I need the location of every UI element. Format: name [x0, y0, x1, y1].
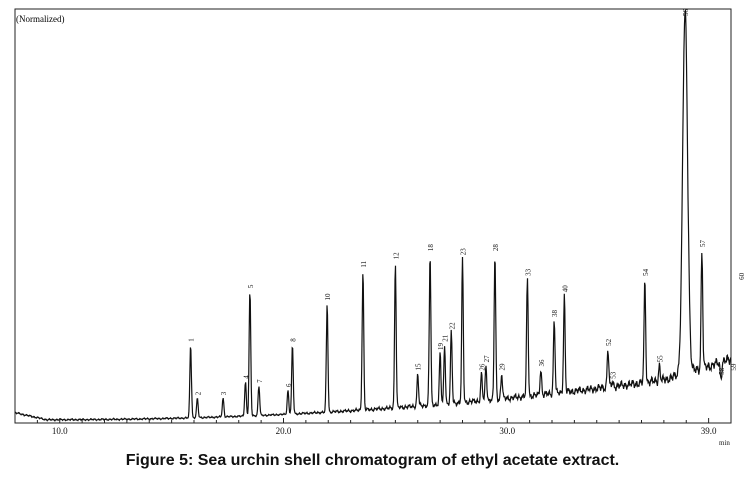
- peak-label: 11: [360, 260, 368, 267]
- peak-label: 58: [718, 367, 726, 375]
- peak-label: 60: [738, 272, 745, 280]
- peak-label: 33: [524, 268, 532, 276]
- chromatogram-trace: [14, 9, 732, 422]
- peak-label: 57: [699, 239, 707, 247]
- peak-label: 52: [605, 338, 613, 346]
- peak-label: 56: [682, 9, 690, 17]
- peak-label: 26: [479, 363, 487, 371]
- peak-label: 2: [194, 391, 202, 395]
- peak-label: 4: [242, 375, 250, 379]
- peak-label: 12: [392, 252, 400, 260]
- peak-label: 38: [551, 310, 559, 318]
- peak-label: 59: [730, 363, 738, 371]
- peak-label: 22: [448, 322, 456, 330]
- x-axis-label: min: [719, 439, 730, 447]
- peak-label: 27: [483, 355, 491, 363]
- peak-label: 7: [256, 379, 264, 383]
- x-tick-label: 30.0: [499, 426, 515, 436]
- peak-label: 5: [247, 284, 255, 288]
- peak-label: 28: [492, 244, 500, 252]
- peak-label: 53: [609, 371, 617, 379]
- peak-label: 36: [538, 359, 546, 367]
- x-tick-label: 10.0: [52, 426, 68, 436]
- peak-label: 40: [561, 285, 569, 293]
- x-tick-label: 39.0: [701, 426, 717, 436]
- plot-frame: [14, 8, 732, 424]
- peak-label: 23: [460, 248, 468, 256]
- peak-label: 15: [415, 363, 423, 371]
- peak-label: 19: [437, 342, 445, 350]
- peak-label: 6: [285, 383, 293, 387]
- y-axis-label: (Normalized): [16, 14, 64, 24]
- peak-label: 1: [188, 338, 196, 342]
- peak-label: 29: [499, 363, 507, 371]
- peak-label: 18: [427, 244, 435, 252]
- peak-label: 55: [656, 355, 664, 363]
- figure-caption: Figure 5: Sea urchin shell chromatogram …: [125, 452, 620, 469]
- peak-label: 54: [642, 268, 650, 276]
- x-tick-label: 20.0: [276, 426, 292, 436]
- peak-label: 21: [442, 334, 450, 342]
- peak-label: 10: [324, 293, 332, 301]
- peak-label: 3: [220, 391, 228, 395]
- peak-label: 8: [289, 338, 297, 342]
